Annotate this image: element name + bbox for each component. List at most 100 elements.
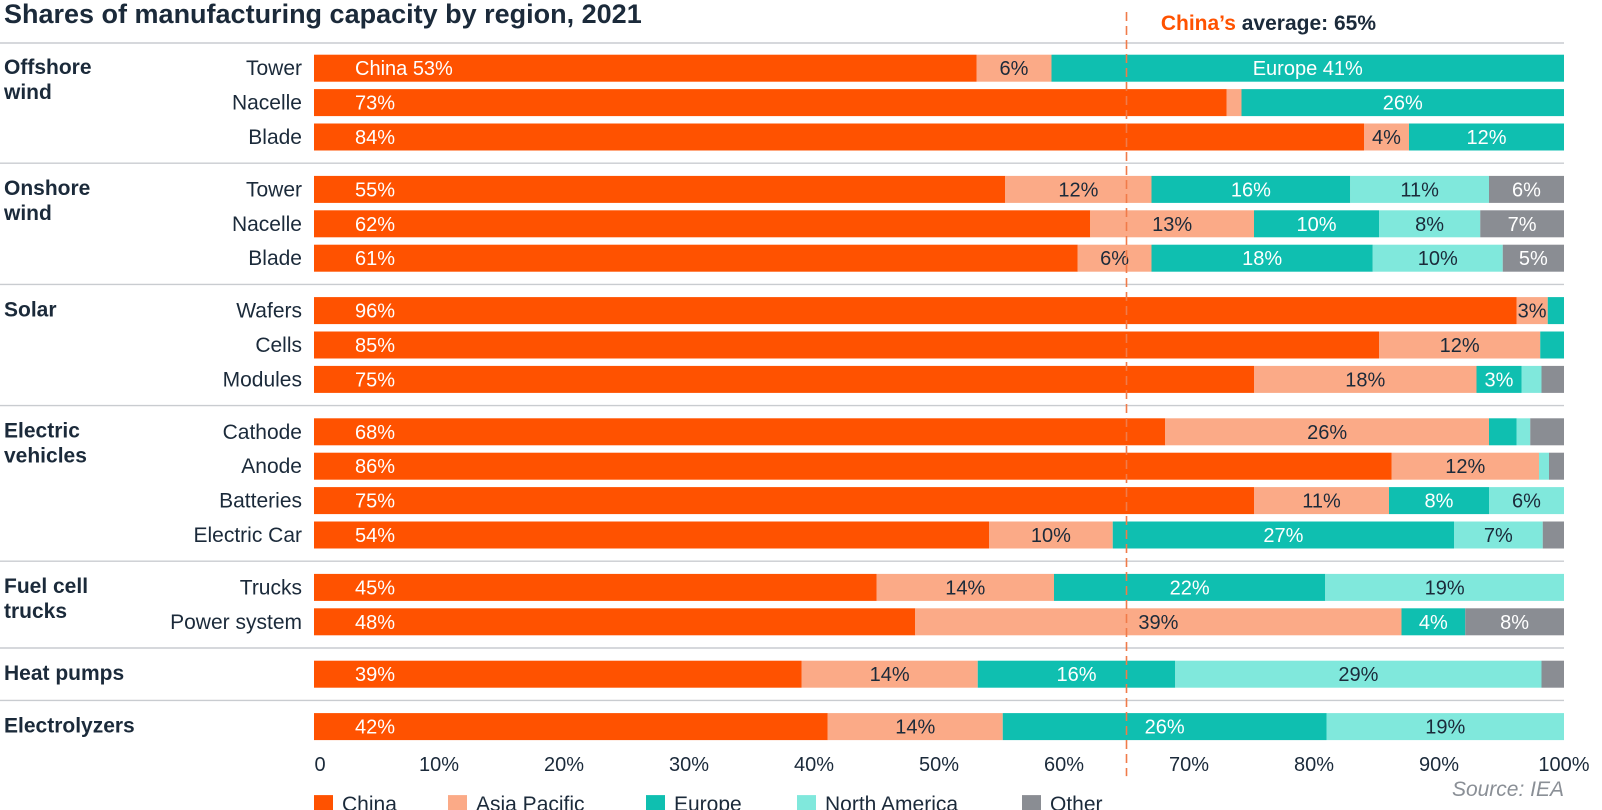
- bar-segment-other: [1465, 608, 1564, 636]
- bar-value-label: 39%: [355, 664, 395, 686]
- bar-value-label: 75%: [355, 491, 395, 513]
- bar-value-label: 4%: [1372, 127, 1401, 149]
- bar-value-label: 85%: [355, 335, 395, 357]
- bar-value-label: 61%: [355, 248, 395, 270]
- bar-value-label: 73%: [355, 93, 395, 115]
- bar-segment-china: [314, 244, 1078, 272]
- bar-segment-asia-pacific: [976, 54, 1052, 82]
- bar-segment-north-america: [1175, 660, 1542, 688]
- bar-value-label: 10%: [1296, 214, 1336, 236]
- bar-segment-other: [1502, 244, 1564, 272]
- bar-value-label: 12%: [1466, 127, 1506, 149]
- bar-value-label: 84%: [355, 127, 395, 149]
- bar-segment-asia-pacific: [1254, 365, 1477, 393]
- bar-value-label: 11%: [1400, 179, 1439, 201]
- chart-title: Shares of manufacturing capacity by regi…: [4, 0, 642, 29]
- row-label-nacelle: Nacelle: [232, 92, 302, 115]
- legend-swatch-europe: [646, 795, 665, 810]
- bar-segment-asia-pacific: [989, 521, 1113, 549]
- bar-segment-north-america: [1521, 365, 1542, 393]
- china-average-rest: average: 65%: [1236, 12, 1376, 35]
- bar-segment-europe: [1241, 89, 1564, 117]
- bar-value-label: 45%: [355, 577, 395, 599]
- bar-value-label: 3%: [1518, 301, 1547, 323]
- bar-segment-asia-pacific: [1165, 418, 1489, 446]
- bar-value-label: 26%: [1145, 717, 1185, 739]
- bar-segment-china: [314, 573, 877, 601]
- bar-segment-china: [314, 608, 916, 636]
- bar-value-label: 39%: [1138, 612, 1178, 634]
- bar-value-label: 10%: [1031, 525, 1071, 547]
- legend-label-north-america: North America: [825, 793, 958, 810]
- bar-value-label: 75%: [355, 369, 395, 391]
- bar-segment-europe: [1389, 487, 1489, 515]
- bar-value-label: 3%: [1485, 369, 1514, 391]
- bar-segment-europe: [1054, 573, 1326, 601]
- bar-segment-asia-pacific: [1090, 210, 1254, 238]
- bar-segment-europe: [1409, 123, 1564, 151]
- bar-segment-north-america: [1350, 175, 1489, 203]
- row-label-anode: Anode: [241, 455, 302, 478]
- bar-value-label: 12%: [1440, 335, 1480, 357]
- group-label-offshore-wind: Offshore wind: [3, 56, 92, 104]
- legend-swatch-china: [314, 795, 333, 810]
- group-label-line: vehicles: [4, 445, 87, 468]
- bar-segment-north-america: [1326, 713, 1564, 741]
- bar-segment-europe: [1547, 297, 1564, 325]
- bar-value-label: 19%: [1425, 577, 1465, 599]
- row-label-power-system: Power system: [170, 611, 302, 634]
- bar-value-label: 8%: [1415, 214, 1444, 236]
- bar-segment-asia-pacific: [915, 608, 1402, 636]
- bar-value-label: 22%: [1170, 577, 1210, 599]
- bar-segment-other: [1530, 418, 1564, 446]
- legend: China Asia Pacific Europe North America Othe…: [314, 793, 1103, 810]
- bar-segment-china: [314, 365, 1254, 393]
- bar-value-label: 7%: [1508, 214, 1537, 236]
- bar-segment-europe: [1254, 210, 1379, 238]
- china-average-annotation: China’s average: 65%: [1161, 12, 1376, 35]
- row-label-blade: Blade: [248, 247, 302, 270]
- group-label-electrolyzers: Electrolyzers: [4, 714, 135, 737]
- bar-value-label: 10%: [1418, 248, 1458, 270]
- group-label-line: Offshore: [4, 56, 92, 79]
- bar-value-label: 62%: [355, 214, 395, 236]
- bar-segment-asia-pacific: [1226, 89, 1242, 117]
- bar-value-label: 16%: [1231, 179, 1271, 201]
- x-tick-label: 30%: [669, 754, 709, 776]
- bar-segment-asia-pacific: [1254, 487, 1389, 515]
- bar-value-label: 5%: [1519, 248, 1548, 270]
- bar-value-label: 14%: [945, 577, 985, 599]
- bar-value-label: 42%: [355, 717, 395, 739]
- row-label-wafers: Wafers: [236, 300, 302, 323]
- row-label-tower: Tower: [246, 57, 302, 80]
- row-label-trucks: Trucks: [240, 576, 302, 599]
- row-label-blade: Blade: [248, 126, 302, 149]
- bar-value-label: 6%: [1100, 248, 1129, 270]
- bar-segment-asia-pacific: [1077, 244, 1152, 272]
- bar-segment-china: [314, 521, 989, 549]
- x-tick-label: 20%: [544, 754, 584, 776]
- x-tick-label: 60%: [1044, 754, 1084, 776]
- bar-segment-china: [314, 54, 977, 82]
- bar-value-label: 26%: [1307, 422, 1347, 444]
- group-label-line: wind: [3, 202, 52, 225]
- legend-label-other: Other: [1050, 793, 1103, 810]
- bar-value-label: 18%: [1345, 369, 1385, 391]
- group-label-line: wind: [3, 81, 52, 104]
- row-label-batteries: Batteries: [219, 490, 302, 513]
- row-label-tower: Tower: [246, 178, 302, 201]
- bar-segment-north-america: [1516, 418, 1531, 446]
- bar-segment-china: [314, 89, 1227, 117]
- bar-segment-other: [1549, 452, 1564, 480]
- x-tick-label: 0: [314, 754, 325, 776]
- bar-value-label: 11%: [1302, 491, 1341, 513]
- group-label-solar: Solar: [4, 298, 57, 321]
- x-tick-label: 70%: [1169, 754, 1209, 776]
- bar-value-label: 18%: [1242, 248, 1282, 270]
- bar-segment-other: [1541, 660, 1564, 688]
- row-label-cathode: Cathode: [223, 421, 302, 444]
- bar-segment-china: [314, 452, 1392, 480]
- legend-label-asia-pacific: Asia Pacific: [476, 793, 585, 810]
- legend-swatch-north-america: [797, 795, 816, 810]
